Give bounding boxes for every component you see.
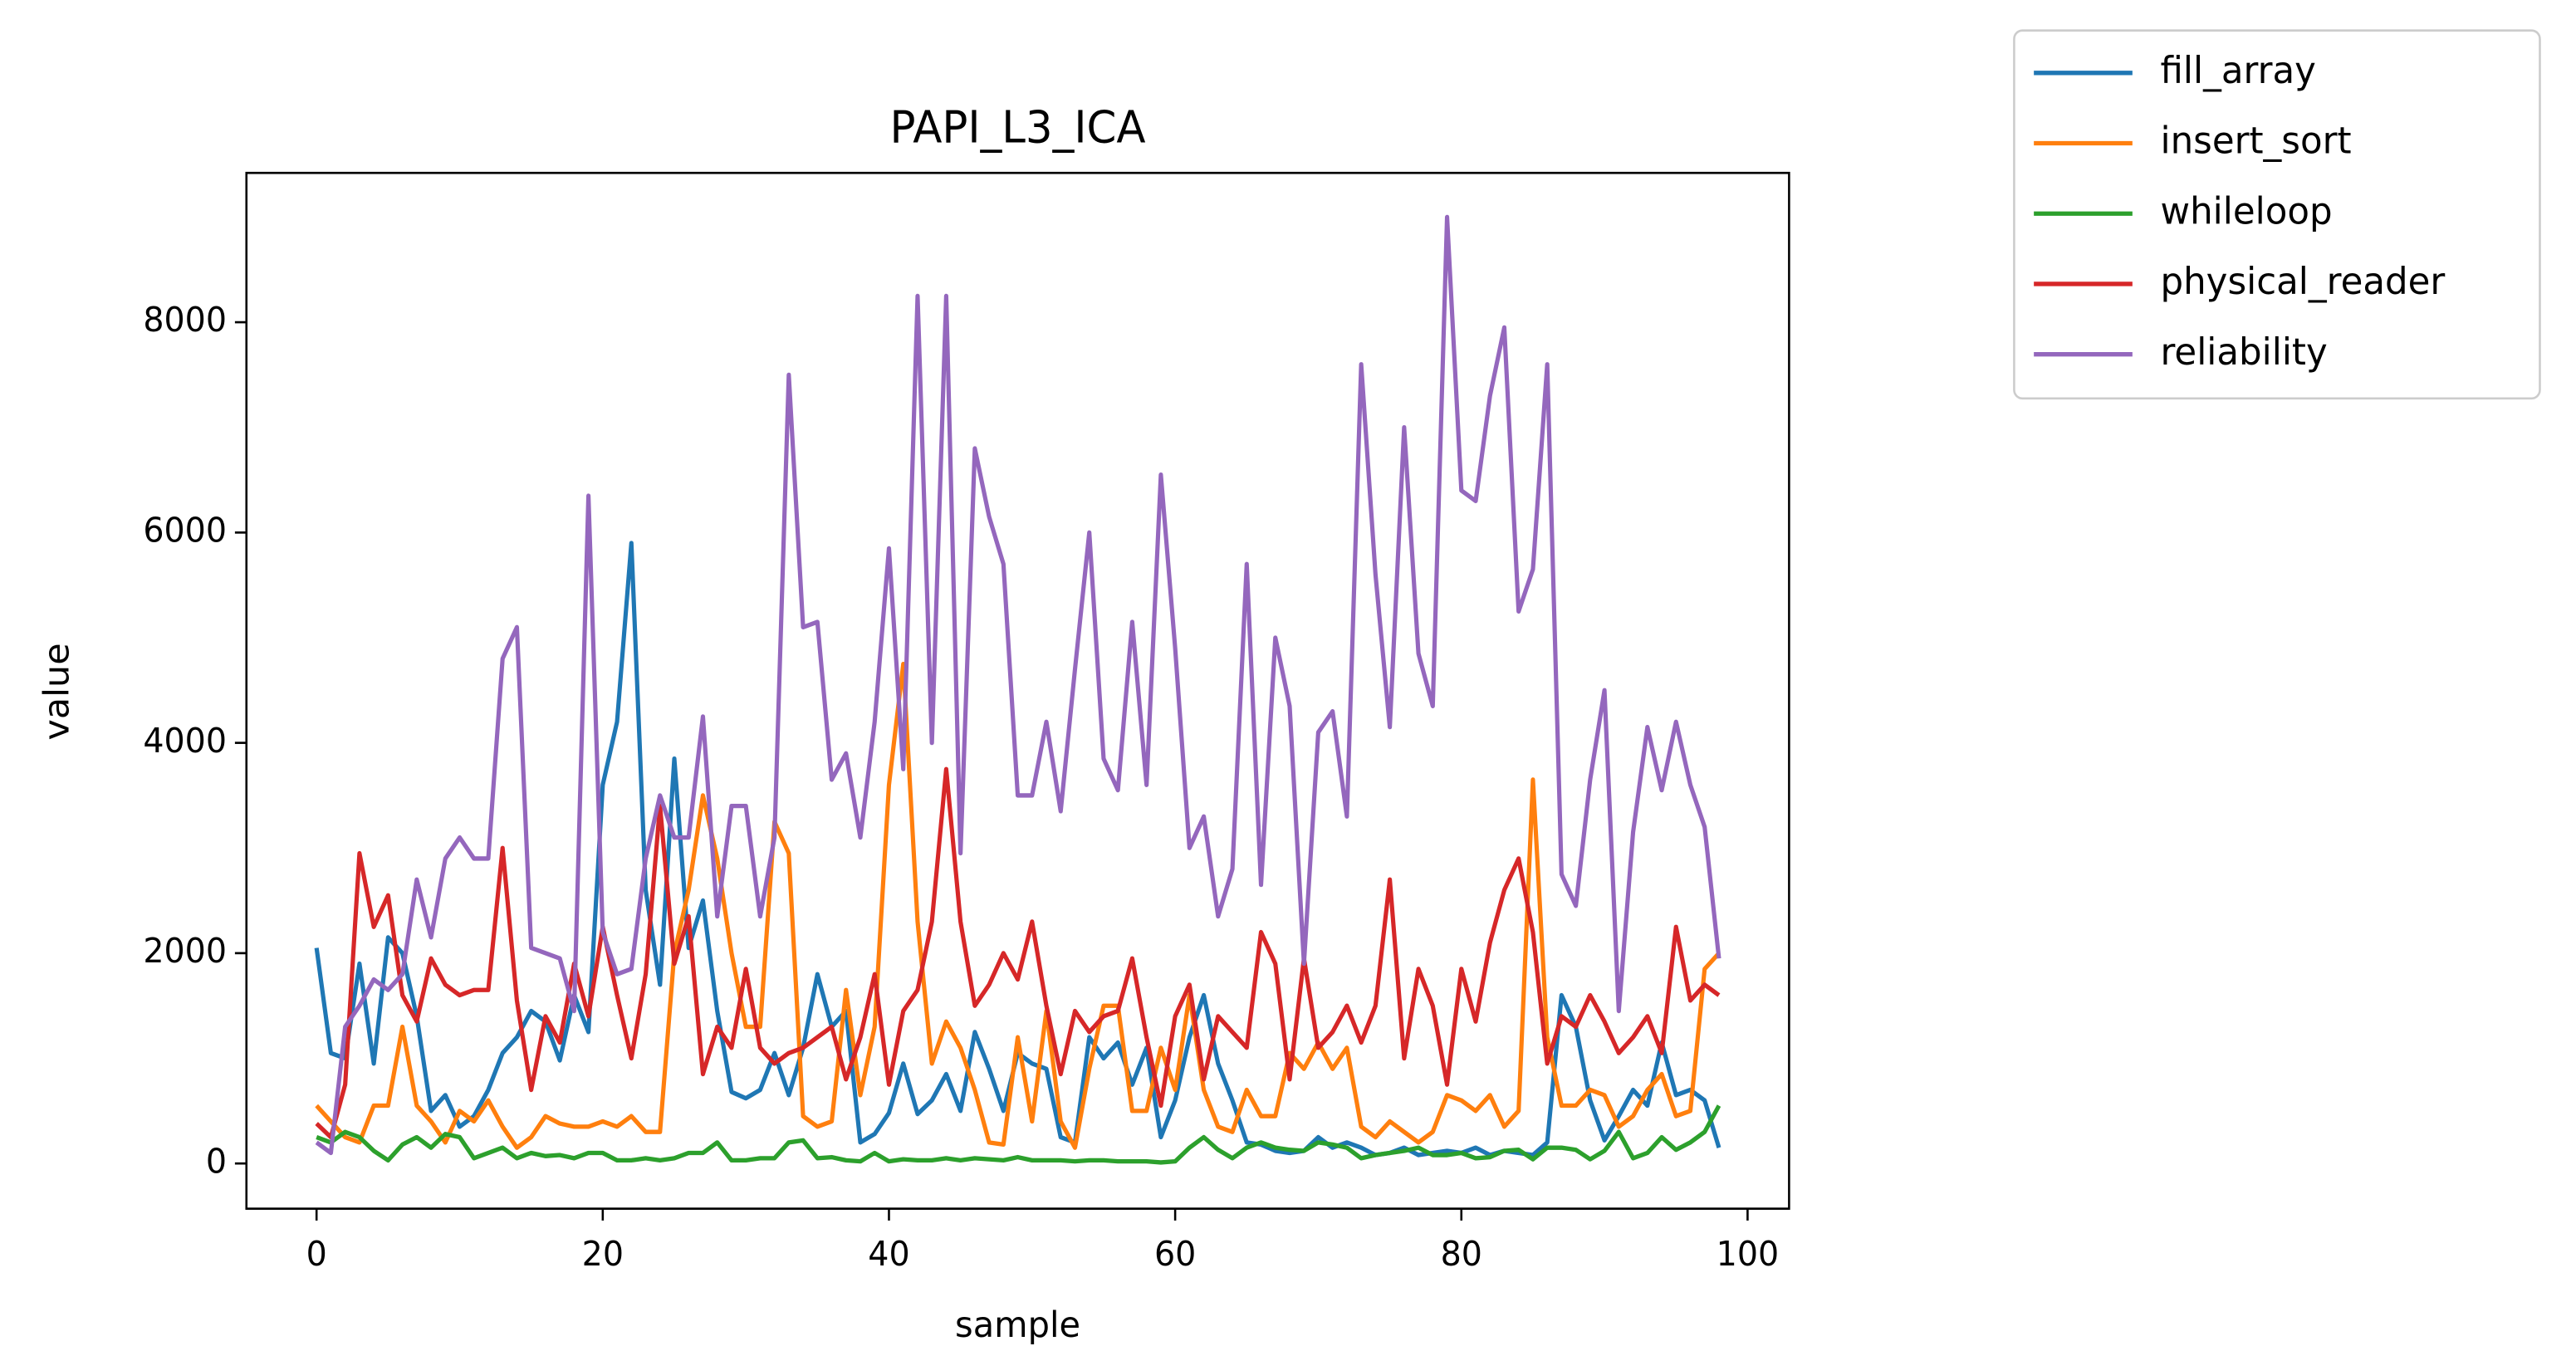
- legend-label: whileloop: [2160, 190, 2332, 233]
- legend-label: physical_reader: [2160, 261, 2446, 304]
- x-tick-label: 0: [306, 1235, 327, 1274]
- x-axis-label: sample: [955, 1304, 1080, 1346]
- x-tick-label: 20: [582, 1235, 624, 1274]
- chart-title: PAPI_L3_ICA: [890, 102, 1146, 154]
- legend-label: insert_sort: [2160, 120, 2351, 163]
- y-tick-label: 2000: [143, 932, 227, 972]
- x-tick-label: 80: [1441, 1235, 1482, 1274]
- legend-label: reliability: [2160, 330, 2327, 374]
- x-tick-label: 40: [868, 1235, 909, 1274]
- axes-frame: [245, 171, 1790, 1210]
- x-tick-label: 100: [1717, 1235, 1780, 1274]
- series-line: [316, 1104, 1721, 1165]
- y-tick-label: 8000: [143, 301, 227, 340]
- y-axis-label: value: [37, 643, 76, 740]
- legend-box: [2013, 29, 2541, 400]
- series-line: [315, 214, 1721, 1156]
- x-tick-label: 60: [1154, 1235, 1196, 1274]
- y-tick-label: 6000: [143, 511, 227, 551]
- series-line: [315, 766, 1721, 1140]
- legend-label: fill_array: [2160, 49, 2315, 92]
- series-line: [315, 661, 1721, 1150]
- y-tick-label: 0: [206, 1143, 227, 1182]
- y-tick-label: 4000: [143, 722, 227, 761]
